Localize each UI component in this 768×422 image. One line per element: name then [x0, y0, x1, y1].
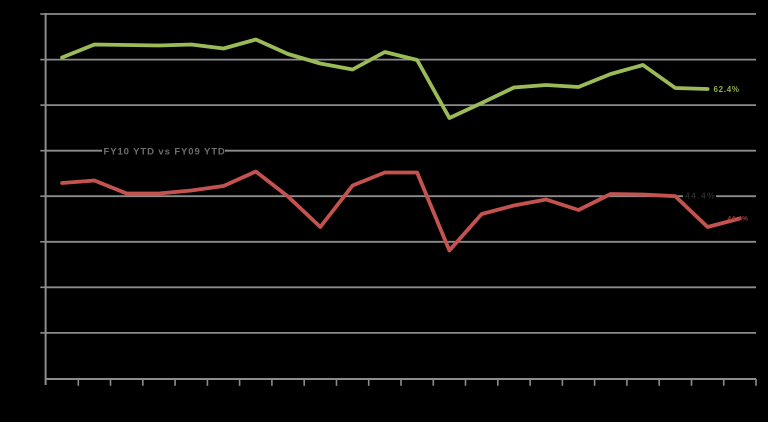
svg-text:44.4%: 44.4% — [728, 216, 749, 223]
svg-text:44.4%: 44.4% — [685, 191, 716, 201]
svg-text:62.4%: 62.4% — [714, 85, 740, 94]
svg-text:FY10 YTD vs FY09 YTD: FY10 YTD vs FY09 YTD — [104, 147, 226, 158]
